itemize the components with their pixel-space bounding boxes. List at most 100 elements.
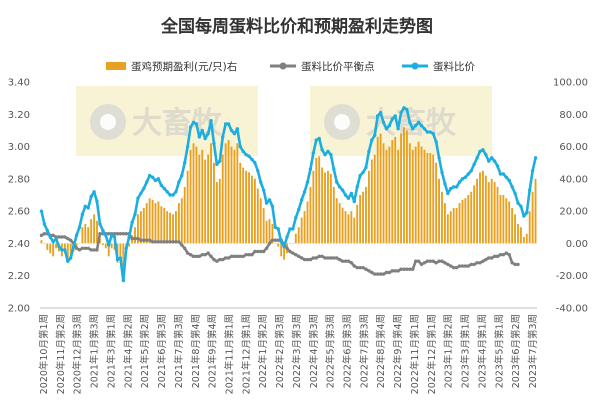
bar-profit (213, 162, 215, 244)
point-egg-feed-ratio (396, 127, 400, 131)
bar-profit (207, 154, 210, 244)
bar-profit (52, 243, 55, 257)
x-tick-label: 2022年4月第3周 (308, 314, 320, 388)
y-left-tick-label: 3.00 (8, 142, 30, 153)
bar-profit (265, 220, 268, 244)
bar-profit (505, 198, 508, 244)
point-egg-feed-ratio (168, 193, 172, 197)
point-breakeven (107, 232, 111, 236)
bar-profit (87, 227, 90, 244)
point-breakeven (431, 259, 435, 263)
point-egg-feed-ratio (489, 156, 494, 160)
point-breakeven (206, 251, 210, 255)
point-egg-feed-ratio (66, 259, 70, 263)
point-egg-feed-ratio (437, 156, 441, 160)
point-breakeven (311, 256, 316, 260)
bar-profit (104, 243, 107, 249)
point-breakeven (238, 254, 242, 259)
point-egg-feed-ratio (337, 185, 342, 189)
bar-profit (420, 146, 423, 244)
point-egg-feed-ratio (212, 141, 216, 146)
bar-profit (461, 199, 464, 244)
bar-profit (192, 143, 195, 244)
point-breakeven (466, 264, 470, 268)
bar-profit (338, 203, 341, 244)
point-breakeven (457, 264, 462, 268)
bar-profit (458, 203, 461, 244)
point-egg-feed-ratio (449, 186, 453, 191)
bar-profit (46, 243, 49, 250)
point-egg-feed-ratio (323, 152, 327, 157)
point-egg-feed-ratio (317, 136, 321, 141)
bar-profit (189, 149, 192, 244)
point-egg-feed-ratio (92, 190, 96, 194)
bar-profit (122, 243, 125, 268)
bar-profit (324, 172, 326, 244)
point-breakeven (449, 264, 453, 268)
point-egg-feed-ratio (329, 152, 333, 157)
x-tick-label: 2021年9月第4周 (207, 314, 219, 388)
bar-profit (411, 149, 414, 244)
point-breakeven (343, 259, 348, 263)
point-breakeven (498, 253, 503, 257)
point-breakeven (133, 236, 137, 241)
point-breakeven (136, 236, 140, 241)
point-egg-feed-ratio (48, 235, 52, 239)
point-egg-feed-ratio (267, 198, 272, 202)
point-breakeven (337, 257, 342, 262)
point-breakeven (115, 232, 120, 236)
bar-profit (195, 146, 198, 244)
point-breakeven (253, 249, 257, 254)
point-breakeven (375, 272, 380, 276)
point-egg-feed-ratio (525, 211, 529, 215)
point-egg-feed-ratio (259, 180, 263, 184)
point-egg-feed-ratio (510, 185, 514, 189)
point-breakeven (419, 262, 424, 267)
bar-profit (370, 159, 373, 244)
point-egg-feed-ratio (209, 119, 213, 123)
y-right-tick-label: 80.00 (559, 110, 588, 121)
bar-profit (417, 141, 420, 244)
point-breakeven (393, 269, 397, 273)
point-breakeven (153, 240, 158, 244)
point-breakeven (481, 259, 485, 263)
bar-profit (236, 143, 239, 244)
lines-layer (39, 106, 538, 283)
bar-profit (470, 191, 473, 244)
point-egg-feed-ratio (147, 173, 152, 178)
point-egg-feed-ratio (422, 127, 427, 131)
point-egg-feed-ratio (74, 233, 79, 238)
point-egg-feed-ratio (115, 257, 120, 262)
point-egg-feed-ratio (145, 180, 149, 184)
point-breakeven (60, 235, 64, 239)
point-egg-feed-ratio (495, 164, 500, 168)
bar-profit (318, 156, 321, 244)
bar-profit (432, 154, 435, 244)
bar-profit (335, 198, 338, 244)
bar-profit (204, 159, 207, 244)
bar-profit (446, 214, 449, 244)
point-egg-feed-ratio (504, 175, 508, 179)
point-egg-feed-ratio (507, 178, 511, 183)
point-egg-feed-ratio (419, 123, 424, 128)
bar-profit (435, 162, 438, 244)
bar-profit (274, 243, 277, 244)
point-egg-feed-ratio (320, 148, 324, 152)
bar-profit (81, 227, 84, 244)
bar-profit (230, 146, 233, 244)
point-egg-feed-ratio (54, 236, 58, 241)
legend-label-breakeven: 蛋料比价平衡点 (301, 60, 375, 73)
point-breakeven (39, 233, 44, 238)
bar-profit (215, 182, 218, 244)
bar-profit (210, 143, 212, 244)
x-tick-label: 2021年8月第4周 (190, 314, 202, 388)
point-breakeven (80, 246, 85, 250)
point-breakeven (226, 256, 231, 260)
point-breakeven (349, 261, 354, 265)
point-egg-feed-ratio (101, 228, 105, 233)
y-right-tick-label: -40.00 (556, 304, 588, 315)
point-egg-feed-ratio (469, 169, 473, 173)
bar-profit (277, 243, 280, 247)
point-breakeven (373, 272, 377, 276)
point-egg-feed-ratio (80, 212, 85, 217)
